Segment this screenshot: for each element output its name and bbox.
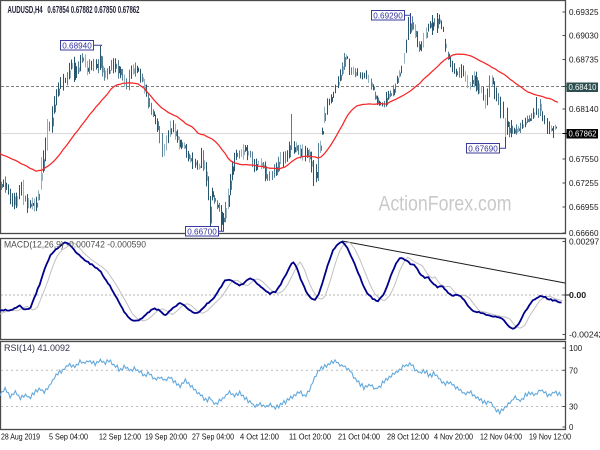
svg-text:70: 70	[569, 366, 578, 376]
svg-text:5 Sep 04:00: 5 Sep 04:00	[49, 432, 88, 442]
svg-text:0.00: 0.00	[569, 290, 587, 300]
svg-text:12 Sep 12:00: 12 Sep 12:00	[99, 432, 141, 442]
svg-text:19 Nov 12:00: 19 Nov 12:00	[529, 432, 571, 442]
svg-text:4 Oct 12:00: 4 Oct 12:00	[240, 432, 279, 442]
svg-text:4 Nov 20:00: 4 Nov 20:00	[434, 432, 473, 442]
svg-text:MACD(12,26,9) -0.000742 -0.000: MACD(12,26,9) -0.000742 -0.000590	[4, 240, 146, 250]
svg-text:AUDUSD,H4 0.67854 0.67882 0.6: AUDUSD,H4 0.67854 0.67882 0.67850 0.6786…	[8, 5, 140, 16]
svg-text:0.68140: 0.68140	[569, 104, 599, 114]
svg-text:ActionForex.com: ActionForex.com	[379, 193, 512, 216]
svg-text:0.67550: 0.67550	[569, 154, 599, 164]
svg-text:28 Oct 12:00: 28 Oct 12:00	[387, 432, 429, 442]
svg-text:21 Oct 04:00: 21 Oct 04:00	[338, 432, 380, 442]
svg-text:28 Aug 2019: 28 Aug 2019	[1, 432, 40, 442]
svg-text:27 Sep 04:00: 27 Sep 04:00	[192, 432, 234, 442]
svg-text:0: 0	[569, 422, 574, 432]
svg-text:RSI(14) 41.0092: RSI(14) 41.0092	[4, 343, 70, 353]
svg-text:11 Oct 20:00: 11 Oct 20:00	[289, 432, 331, 442]
svg-text:0.68735: 0.68735	[569, 55, 599, 65]
svg-text:0.66955: 0.66955	[569, 202, 599, 212]
svg-text:12 Nov 04:00: 12 Nov 04:00	[480, 432, 522, 442]
svg-text:0.67255: 0.67255	[569, 178, 599, 188]
svg-text:0.67690: 0.67690	[468, 144, 498, 154]
svg-text:0.68410: 0.68410	[569, 82, 597, 92]
svg-text:0.69030: 0.69030	[569, 31, 599, 41]
svg-text:19 Sep 20:00: 19 Sep 20:00	[145, 432, 187, 442]
svg-text:100: 100	[569, 343, 583, 353]
svg-text:0.67862: 0.67862	[569, 129, 597, 139]
svg-text:30: 30	[569, 402, 578, 412]
svg-text:0.69325: 0.69325	[569, 7, 599, 17]
svg-text:0.68940: 0.68940	[62, 41, 92, 51]
svg-text:0.69290: 0.69290	[373, 11, 403, 21]
svg-text:0.00297: 0.00297	[569, 237, 599, 247]
svg-text:-0.00242: -0.00242	[569, 330, 600, 340]
svg-text:0.66700: 0.66700	[187, 227, 217, 237]
svg-text:0.66660: 0.66660	[569, 228, 599, 238]
